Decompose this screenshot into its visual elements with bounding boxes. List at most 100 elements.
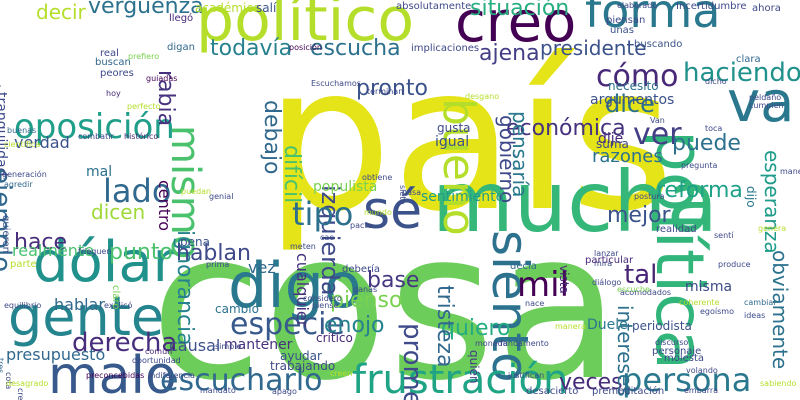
cloud-word: suma xyxy=(596,137,629,151)
cloud-word: tipo xyxy=(292,195,354,233)
cloud-word: pasa xyxy=(402,188,422,197)
cloud-word: pacto xyxy=(350,221,373,230)
cloud-word: real xyxy=(100,48,119,59)
cloud-word: dijo xyxy=(744,186,758,208)
cloud-word: nace xyxy=(525,299,545,308)
cloud-word: causal xyxy=(169,336,221,355)
cloud-word: quién xyxy=(467,350,481,384)
cloud-word: histórico xyxy=(124,132,159,141)
cloud-word: mejor xyxy=(607,203,671,228)
cloud-word: guiadas xyxy=(146,74,178,83)
cloud-word: realmente xyxy=(12,241,95,260)
cloud-word: mantener xyxy=(224,337,293,353)
cloud-word: volando xyxy=(686,366,718,375)
cloud-word: necesito xyxy=(608,79,659,93)
cloud-word: quiero xyxy=(441,316,511,341)
cloud-word: peores xyxy=(100,68,134,79)
cloud-word: pensaría xyxy=(508,111,532,198)
cloud-word: creen xyxy=(330,369,353,378)
cloud-word: Duele xyxy=(587,317,628,333)
cloud-word: mil xyxy=(517,265,570,305)
cloud-word: tristeza xyxy=(432,285,457,368)
cloud-word: vergüenza xyxy=(88,0,204,19)
cloud-word: cualquier xyxy=(293,253,312,328)
cloud-word: genera xyxy=(758,224,787,233)
cloud-word: hablan xyxy=(176,241,251,266)
cloud-word: embarra xyxy=(684,386,719,395)
cloud-word: produce xyxy=(718,260,751,269)
cloud-word: haciendo xyxy=(683,58,800,88)
cloud-word: digan xyxy=(167,42,195,53)
cloud-word: académico xyxy=(195,1,261,15)
cloud-word: todavía xyxy=(210,36,293,61)
cloud-word: genial xyxy=(209,192,234,201)
cloud-word: decía xyxy=(510,261,537,272)
cloud-word: coherente xyxy=(679,298,720,307)
cloud-word: clara xyxy=(736,54,761,65)
cloud-word: razones xyxy=(592,146,663,167)
cloud-word: desacierto xyxy=(526,386,579,397)
cloud-word: elaborado xyxy=(617,1,658,10)
cloud-word: pena xyxy=(180,235,210,249)
cloud-word: malo xyxy=(48,346,177,400)
cloud-word: verdad xyxy=(14,133,70,152)
cloud-word: quieren xyxy=(0,215,11,253)
cloud-word: igual xyxy=(435,134,470,150)
cloud-word: veces xyxy=(559,370,623,395)
cloud-word: cambio xyxy=(215,302,259,316)
cloud-word: gente xyxy=(8,285,165,348)
cloud-word: Van xyxy=(650,116,665,125)
cloud-word: debería xyxy=(342,264,381,275)
cloud-word: acomodados xyxy=(620,288,672,297)
cloud-word: cambiar xyxy=(744,298,777,307)
cloud-word: realidad xyxy=(656,224,697,235)
cloud-word: decir xyxy=(36,0,86,24)
cloud-word: manera xyxy=(555,322,586,331)
cloud-word: combatir xyxy=(78,132,114,141)
cloud-word: peldaño xyxy=(749,93,782,102)
cloud-word: dije xyxy=(598,131,624,147)
cloud-word: hoy xyxy=(106,89,121,98)
cloud-word: toca xyxy=(705,124,723,133)
cloud-word: frustración xyxy=(352,357,569,400)
cloud-word: reforma xyxy=(656,178,743,203)
cloud-word: puede xyxy=(672,131,741,156)
cloud-word: mucha xyxy=(432,153,718,251)
cloud-word: esperanza xyxy=(760,150,784,254)
cloud-word: dice xyxy=(605,90,655,118)
cloud-word: punto xyxy=(109,240,173,265)
cloud-word: particular xyxy=(585,255,634,266)
cloud-word: sentí xyxy=(714,231,734,240)
cloud-word: obtiene xyxy=(362,173,393,182)
cloud-word: oportunidad xyxy=(132,356,181,365)
cloud-word: ahora xyxy=(752,3,781,14)
cloud-word: prefiero xyxy=(128,52,160,61)
cloud-word: base xyxy=(367,268,420,293)
cloud-word: pregunta xyxy=(681,161,718,170)
cloud-word: vista xyxy=(557,265,571,294)
cloud-word: preconcebidas xyxy=(86,371,145,380)
cloud-word: postura xyxy=(634,192,665,201)
cloud-word: político xyxy=(196,0,415,55)
cloud-word: tal xyxy=(624,260,658,290)
cloud-word: prima xyxy=(206,260,230,269)
cloud-word: mundo xyxy=(364,208,392,217)
cloud-word: bueno xyxy=(433,98,484,236)
cloud-word: cae xyxy=(320,233,335,242)
cloud-word: común xyxy=(145,347,173,356)
cloud-word: generación xyxy=(2,170,47,179)
cloud-word: mandato xyxy=(200,386,236,395)
cloud-word: justifican xyxy=(508,371,545,380)
cloud-word: derecho xyxy=(0,82,2,115)
cloud-word: lanzar xyxy=(594,249,619,258)
cloud-word: ajena xyxy=(479,41,540,66)
cloud-word: perfecto xyxy=(127,102,161,111)
cloud-word: dólar xyxy=(33,230,176,295)
cloud-word: misma xyxy=(685,279,733,295)
cloud-word: indiferencia xyxy=(148,371,195,380)
cloud-word: personaje xyxy=(652,346,702,357)
cloud-word: pronto xyxy=(356,76,429,101)
cloud-word: mira xyxy=(594,259,613,268)
cloud-word: ver xyxy=(633,117,682,152)
